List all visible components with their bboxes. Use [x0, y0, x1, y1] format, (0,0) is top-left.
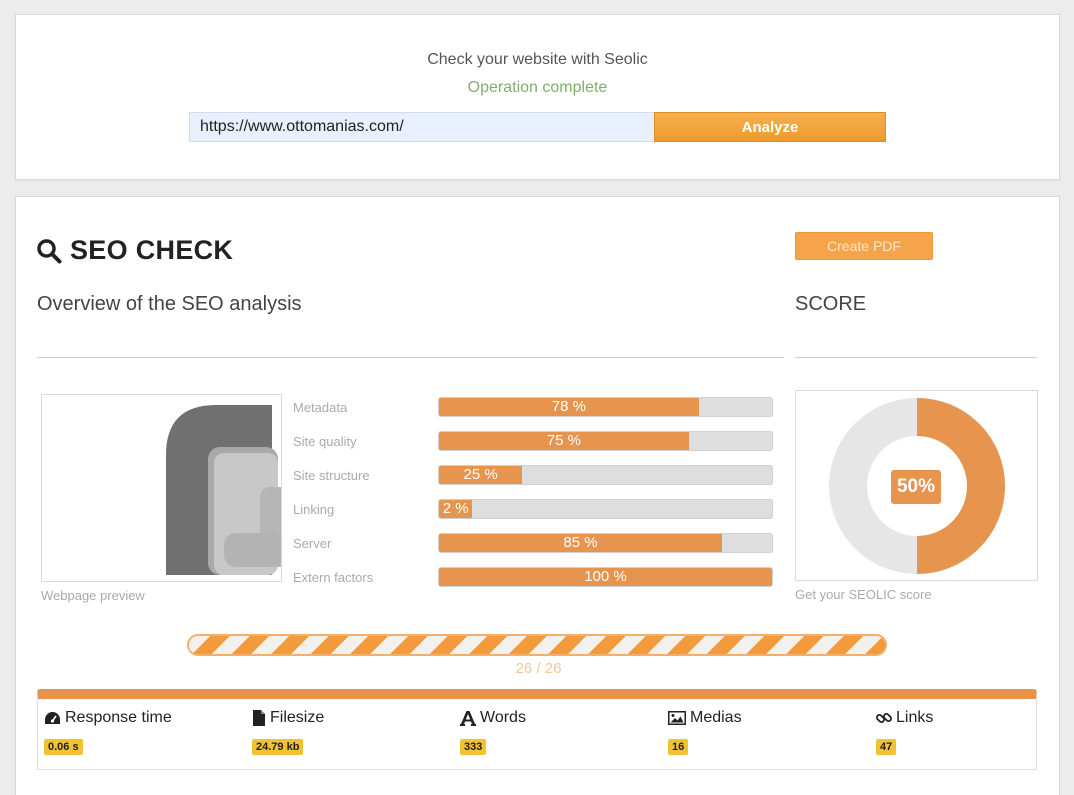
seo-check-heading: SEO CHECK: [36, 235, 233, 266]
metric-label: Server: [293, 536, 332, 551]
metric-bar-fill: 2 %: [439, 500, 473, 518]
seo-check-title: SEO CHECK: [70, 235, 234, 265]
search-icon: [37, 238, 62, 263]
stat-medias: Medias 16: [668, 709, 742, 755]
tachometer-icon: [45, 711, 60, 724]
stat-label: Response time: [65, 709, 172, 726]
metric-bar-fill: 25 %: [439, 466, 523, 484]
metric-bar: 85 %: [438, 533, 773, 553]
webpage-preview-image: [166, 405, 281, 575]
metric-bar: 75 %: [438, 431, 773, 451]
score-donut: [829, 398, 1005, 574]
preview-caption: Webpage preview: [41, 588, 145, 603]
score-caption: Get your SEOLIC score: [795, 587, 932, 602]
link-icon: [876, 713, 892, 723]
image-icon: [668, 711, 686, 725]
divider: [37, 357, 784, 358]
webpage-preview: [41, 394, 282, 582]
metric-bar-fill: 100 %: [439, 568, 772, 586]
create-pdf-button[interactable]: Create PDF: [795, 232, 933, 260]
metric-label: Extern factors: [293, 570, 374, 585]
metric-bar: 25 %: [438, 465, 773, 485]
font-icon: [460, 710, 476, 726]
seo-check-panel: SEO CHECK Create PDF Overview of the SEO…: [15, 196, 1060, 795]
analyze-panel: Check your website with Seolic Operation…: [15, 14, 1060, 180]
status-message: Operation complete: [467, 79, 608, 96]
metric-bar-fill: 75 %: [439, 432, 689, 450]
metric-bar-fill: 85 %: [439, 534, 723, 552]
stat-value: 47: [876, 739, 897, 755]
metric-label: Site quality: [293, 434, 357, 449]
divider: [795, 357, 1037, 358]
metric-label: Metadata: [293, 400, 348, 415]
metric-bar: 78 %: [438, 397, 773, 417]
file-icon: [253, 710, 265, 726]
stat-words: Words 333: [460, 709, 526, 755]
stat-value: 333: [460, 739, 487, 755]
page-title: Check your website with Seolic: [427, 51, 648, 68]
metric-bar: 2 %: [438, 499, 773, 519]
stat-links: Links 47: [876, 709, 933, 755]
stats-box: Response time 0.06 s Filesize 24.79 kb W…: [37, 689, 1037, 770]
metric-label: Site structure: [293, 468, 370, 483]
url-input[interactable]: [189, 112, 655, 142]
analysis-progress-bar: [187, 634, 887, 656]
score-arc: [916, 398, 1005, 574]
stat-value: 16: [668, 739, 689, 755]
analyze-button[interactable]: Analyze: [654, 112, 886, 142]
metric-label: Linking: [293, 502, 335, 517]
metric-bar-fill: 78 %: [439, 398, 699, 416]
stat-label: Links: [896, 709, 934, 726]
score-value: 50%: [891, 470, 941, 504]
stat-label: Filesize: [270, 709, 325, 726]
stat-value: 24.79 kb: [252, 739, 304, 755]
metric-bar: 100 %: [438, 567, 773, 587]
progress-count: 26 / 26: [515, 660, 562, 677]
score-chart: 50%: [795, 390, 1038, 581]
stat-label: Words: [480, 709, 526, 726]
overview-subtitle: Overview of the SEO analysis: [37, 293, 302, 315]
stat-response-time: Response time 0.06 s: [44, 709, 172, 755]
stat-value: 0.06 s: [44, 739, 83, 755]
stat-filesize: Filesize 24.79 kb: [252, 709, 324, 755]
stat-label: Medias: [690, 709, 742, 726]
score-title: SCORE: [795, 293, 867, 315]
